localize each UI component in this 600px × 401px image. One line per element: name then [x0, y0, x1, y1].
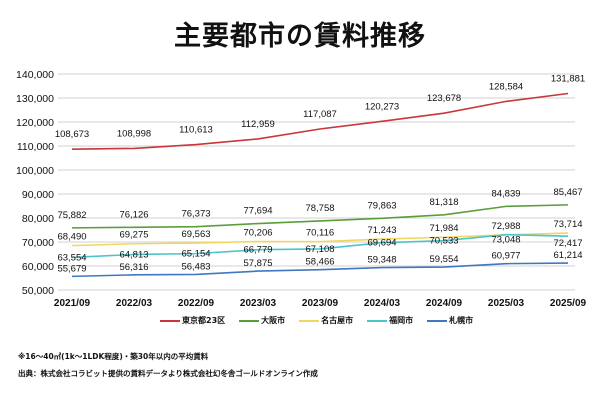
data-label: 69,694: [367, 238, 396, 249]
data-label: 79,863: [367, 200, 396, 211]
data-label: 57,875: [243, 258, 272, 269]
data-label: 84,839: [491, 188, 520, 199]
y-tick-label: 100,000: [16, 165, 54, 177]
data-label: 73,048: [491, 235, 520, 246]
legend-label: 大阪市: [261, 316, 286, 325]
data-label: 59,554: [429, 254, 458, 265]
data-label: 117,087: [303, 109, 337, 120]
data-label: 59,348: [367, 255, 396, 266]
data-label: 56,316: [119, 262, 148, 273]
legend-swatch: [427, 319, 448, 322]
data-label: 58,466: [305, 257, 334, 268]
data-label: 63,554: [57, 252, 86, 263]
x-tick-label: 2024/09: [426, 298, 463, 309]
data-label: 72,988: [491, 221, 520, 232]
x-tick-label: 2023/03: [240, 298, 277, 309]
legend-swatch: [160, 319, 180, 322]
legend-label: 東京都23区: [182, 316, 226, 325]
y-tick-label: 50,000: [22, 285, 54, 297]
data-label: 64,813: [119, 249, 148, 260]
series-line-1: [71, 92, 569, 150]
y-tick-label: 120,000: [16, 117, 54, 129]
data-label: 69,563: [181, 229, 210, 240]
data-label: 110,613: [179, 125, 213, 136]
legend-label: 札幌市: [449, 316, 474, 325]
data-label: 65,154: [181, 249, 210, 260]
legend-item: 札幌市: [427, 315, 473, 326]
data-label: 67,108: [305, 244, 334, 255]
legend-item: 福岡市: [367, 315, 413, 326]
x-tick-label: 2021/09: [54, 298, 91, 309]
data-label: 112,959: [241, 119, 275, 130]
data-label: 131,881: [551, 73, 585, 84]
y-tick-label: 80,000: [22, 213, 54, 225]
x-tick-label: 2024/03: [364, 298, 401, 309]
data-label: 70,206: [243, 228, 272, 239]
legend-item: 名古屋市: [299, 315, 353, 326]
footnote: ※16～40㎡(1k～1LDK程度)・築30年以内の平均賃料: [18, 352, 209, 361]
source-note: 出典：株式会社コラビット提供の賃料データより株式会社幻冬舎ゴールドオンライン作成: [18, 369, 318, 378]
legend-swatch: [239, 319, 260, 322]
data-label: 71,984: [429, 223, 458, 234]
data-label: 55,679: [57, 263, 86, 274]
data-label: 123,678: [427, 93, 461, 104]
data-label: 108,673: [55, 129, 89, 140]
y-tick-label: 60,000: [22, 261, 54, 273]
data-label: 71,243: [367, 225, 396, 236]
x-tick-label: 2022/03: [116, 298, 153, 309]
y-tick-label: 90,000: [22, 189, 54, 201]
data-label: 66,779: [243, 245, 272, 256]
x-tick-label: 2023/09: [302, 298, 339, 309]
legend-label: 福岡市: [389, 316, 414, 325]
data-label: 76,126: [119, 209, 148, 220]
data-label: 69,275: [119, 230, 148, 241]
data-label: 128,584: [489, 81, 523, 92]
data-label: 75,882: [57, 210, 86, 221]
data-label: 70,116: [306, 228, 334, 239]
x-tick-label: 2025/03: [488, 298, 525, 309]
legend-item: 東京都23区: [160, 315, 225, 326]
data-label: 70,533: [429, 236, 458, 247]
y-tick-label: 110,000: [17, 141, 54, 153]
data-label: 56,483: [181, 261, 210, 272]
data-label: 73,714: [553, 219, 582, 230]
series-line-5: [71, 262, 569, 278]
legend-swatch: [367, 319, 388, 322]
series-line-3: [71, 232, 569, 247]
data-label: 120,273: [365, 101, 399, 112]
x-tick-label: 2025/09: [550, 298, 587, 309]
y-tick-label: 70,000: [22, 237, 54, 249]
data-label: 68,490: [57, 232, 86, 243]
legend-label: 名古屋市: [321, 316, 354, 325]
chart-title: 主要都市の賃料推移: [174, 21, 426, 52]
series-line-2: [71, 204, 569, 229]
data-label: 72,417: [553, 238, 582, 249]
legend-swatch: [299, 319, 320, 322]
data-label: 60,977: [491, 251, 520, 262]
data-label: 81,318: [429, 197, 458, 208]
data-label: 76,373: [181, 209, 210, 220]
legend: 東京都23区 大阪市 名古屋市 福岡市 札幌市: [160, 315, 473, 326]
y-tick-label: 140,000: [16, 69, 54, 81]
data-label: 108,998: [117, 128, 151, 139]
x-tick-label: 2022/09: [178, 298, 215, 309]
y-tick-label: 130,000: [16, 93, 54, 105]
series-line-4: [71, 233, 569, 259]
data-label: 77,694: [243, 206, 272, 217]
data-label: 85,467: [553, 187, 582, 198]
data-label: 78,758: [305, 203, 334, 214]
data-label: 61,214: [553, 250, 582, 261]
legend-item: 大阪市: [239, 315, 285, 326]
